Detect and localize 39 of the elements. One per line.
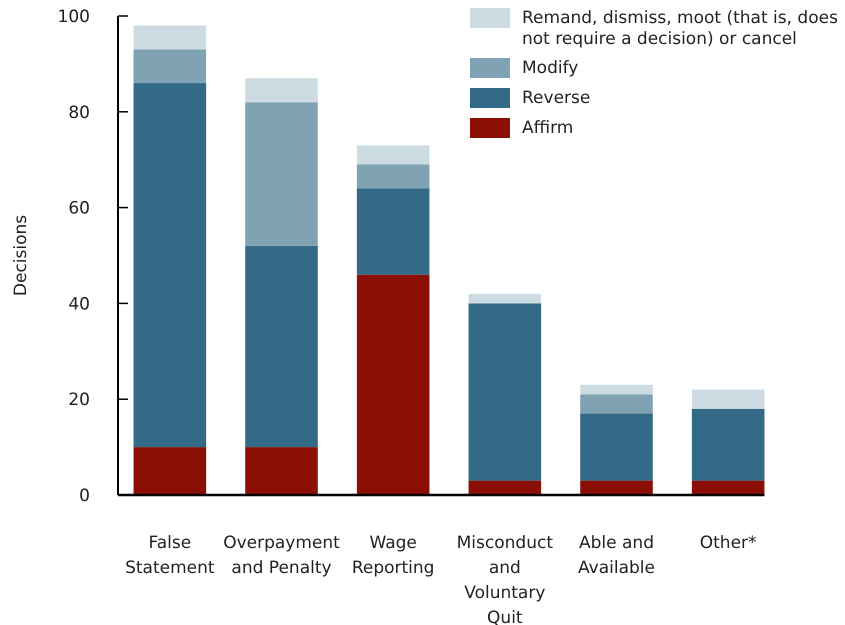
bar: [580, 480, 653, 495]
bar: [356, 164, 430, 188]
y-tick-label: 80: [68, 102, 90, 123]
y-tick-label: 40: [68, 294, 90, 314]
bar: [134, 26, 206, 50]
bar: [245, 447, 318, 495]
bar: [134, 50, 206, 84]
bar: [245, 246, 318, 448]
bar: [692, 390, 764, 409]
y-tick-label: 60: [68, 198, 90, 219]
y-tick-label: 100: [58, 7, 90, 27]
x-tick-label: Misconduct and Voluntary Quit: [456, 533, 554, 625]
legend-label: Affirm: [522, 118, 574, 138]
bar: [245, 78, 318, 102]
y-tick-label: 0: [79, 486, 90, 506]
y-tick-label: 20: [68, 390, 90, 410]
x-tick-label: Wage Reporting: [352, 533, 434, 578]
legend-label: Reverse: [522, 88, 590, 108]
legend-label: Modify: [522, 58, 578, 78]
bar: [580, 384, 653, 394]
x-tick-label: Able and Available: [578, 533, 655, 578]
x-tick-label: False Statement: [125, 533, 215, 578]
bar: [356, 145, 430, 164]
x-tick-label: Overpayment and Penalty: [223, 533, 340, 578]
bar: [580, 394, 653, 414]
bar: [245, 102, 318, 246]
legend-label: Remand, dismiss, moot (that is, does not require a decision) or cancel: [522, 8, 838, 49]
y-axis-title: Decisions: [11, 214, 31, 296]
bar: [468, 294, 542, 304]
bar: [356, 188, 430, 275]
bar: [692, 408, 764, 481]
bar: [468, 303, 542, 481]
bar: [468, 480, 542, 495]
bar: [356, 274, 430, 495]
bar: [134, 447, 206, 495]
bar: [134, 83, 206, 448]
bar: [580, 414, 653, 481]
x-tick-label: Other*: [700, 533, 757, 553]
bar: [692, 480, 764, 495]
